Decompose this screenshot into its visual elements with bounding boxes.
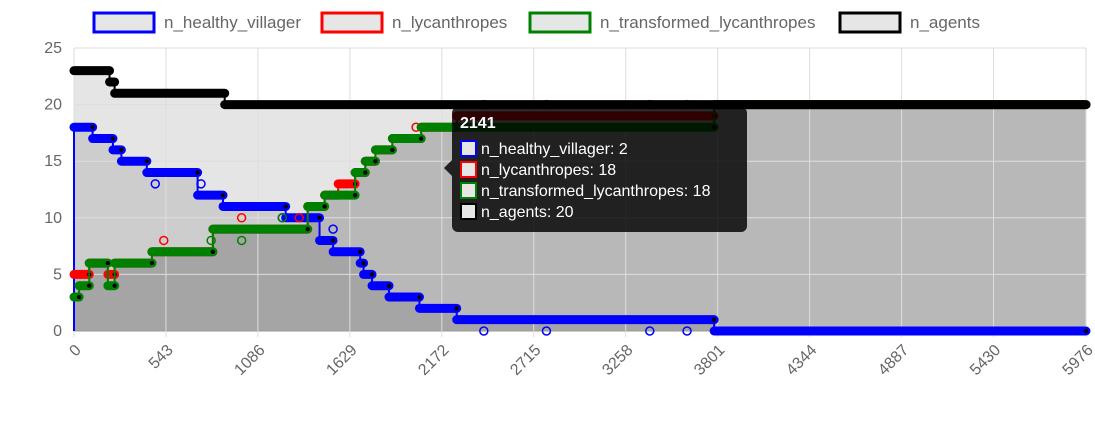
series-point-n_transformed_lycanthropes [149, 260, 155, 266]
series-outlier-n_transformed_lycanthropes [206, 235, 216, 246]
legend-swatch-n_healthy_villager [92, 11, 156, 34]
tooltip-swatch [460, 182, 477, 199]
series-point-n_healthy_villager [144, 159, 150, 164]
series-point-n_healthy_villager [330, 238, 336, 243]
tooltip-title: 2141 [460, 115, 496, 132]
series-point-n_healthy_villager [220, 192, 226, 198]
series-point-n_transformed_lycanthropes [418, 136, 424, 141]
series-point-n_agents [1083, 102, 1089, 107]
tooltip-swatch [460, 203, 477, 220]
series-line-n_agents [74, 69, 1086, 106]
series-outlier-n_healthy_villager [541, 326, 552, 336]
series-point-n_transformed_lycanthropes [363, 170, 368, 175]
series-point-n_transformed_lycanthropes [76, 294, 82, 300]
legend-label: n_transformed_lycanthropes [600, 13, 815, 32]
x-tick-label: 3801 [691, 342, 728, 379]
x-tick-label: 3258 [599, 342, 636, 379]
x-tick-label: 1629 [323, 342, 360, 379]
y-tick-label: 5 [53, 266, 62, 283]
series-point-n_healthy_villager [711, 317, 717, 322]
series-point-n_healthy_villager [1083, 328, 1089, 334]
tooltip-line: n_transformed_lycanthropes: 18 [481, 183, 711, 200]
series-point-n_healthy_villager [317, 215, 322, 220]
series-point-n_healthy_villager [283, 204, 288, 209]
series-point-n_transformed_lycanthropes [112, 283, 117, 288]
series-outlier-n_lycanthropes [159, 235, 169, 246]
tooltip-line: n_agents: 20 [481, 204, 574, 221]
x-tick-label: 4344 [783, 342, 820, 379]
x-tick-label: 0 [66, 342, 84, 360]
x-tick-label: 5430 [967, 342, 1004, 379]
series-point-n_transformed_lycanthropes [373, 159, 378, 164]
x-tick-label: 1086 [231, 342, 268, 379]
tooltip-caret [444, 160, 452, 176]
legend-swatch-n_transformed_lycanthropes [528, 11, 592, 34]
series-point-n_transformed_lycanthropes [390, 147, 395, 153]
series-outlier-n_transformed_lycanthropes [236, 235, 247, 246]
series-point-n_healthy_villager [369, 272, 375, 277]
series-point-n_transformed_lycanthropes [352, 192, 358, 198]
series-outlier-n_healthy_villager [645, 326, 655, 336]
legend-label: n_agents [910, 13, 980, 32]
series-outlier-n_lycanthropes [294, 213, 304, 223]
tooltip-swatch [460, 140, 477, 157]
x-tick-label: 2715 [507, 342, 544, 379]
series-point-n_transformed_lycanthropes [87, 283, 92, 288]
series-point-n_agents [107, 68, 112, 73]
series-point-n_agents [222, 91, 227, 96]
legend-swatch-n_agents [838, 11, 902, 34]
series-point-n_healthy_villager [361, 260, 366, 266]
x-tick-label: 4887 [875, 342, 912, 379]
y-tick-label: 10 [44, 210, 62, 227]
series-point-n_healthy_villager [119, 147, 124, 153]
y-tick-label: 15 [44, 153, 62, 170]
series-point-n_healthy_villager [90, 125, 95, 130]
series-point-n_healthy_villager [417, 294, 422, 300]
series-outlier-n_healthy_villager [328, 224, 338, 234]
legend-label: n_healthy_villager [164, 13, 301, 32]
tooltip-line: n_lycanthropes: 18 [481, 162, 616, 179]
series-outlier-n_lycanthropes [236, 213, 247, 223]
series-point-n_healthy_villager [110, 136, 116, 141]
tooltip-swatch [460, 161, 477, 178]
x-tick-label: 2172 [415, 342, 452, 379]
series-area-n_healthy_villager [74, 127, 1086, 332]
series-point-n_healthy_villager [386, 283, 392, 288]
series-point-n_agents [112, 79, 117, 85]
series-outlier-n_healthy_villager [150, 179, 161, 189]
series-outlier-n_transformed_lycanthropes [277, 213, 288, 223]
series-point-n_transformed_lycanthropes [210, 249, 216, 254]
series-point-n_transformed_lycanthropes [105, 260, 111, 266]
series-outlier-n_healthy_villager [682, 326, 692, 336]
series-outlier-n_healthy_villager [196, 179, 206, 189]
y-tick-label: 20 [44, 97, 62, 114]
series-point-n_transformed_lycanthropes [305, 226, 310, 232]
series-point-n_transformed_lycanthropes [322, 204, 327, 209]
series-outlier-n_healthy_villager [479, 326, 489, 336]
y-tick-label: 25 [44, 40, 62, 57]
x-tick-label: 5976 [1060, 342, 1095, 379]
tooltip-box [452, 107, 747, 232]
series-point-n_healthy_villager [195, 170, 200, 175]
legend-swatch-n_lycanthropes [320, 11, 384, 34]
series-point-n_healthy_villager [454, 306, 459, 311]
series-point-n_healthy_villager [357, 249, 363, 254]
legend-label: n_lycanthropes [392, 13, 507, 32]
tooltip-line: n_healthy_villager: 2 [481, 141, 628, 158]
y-tick-label: 0 [53, 323, 62, 340]
x-tick-label: 543 [146, 342, 177, 373]
